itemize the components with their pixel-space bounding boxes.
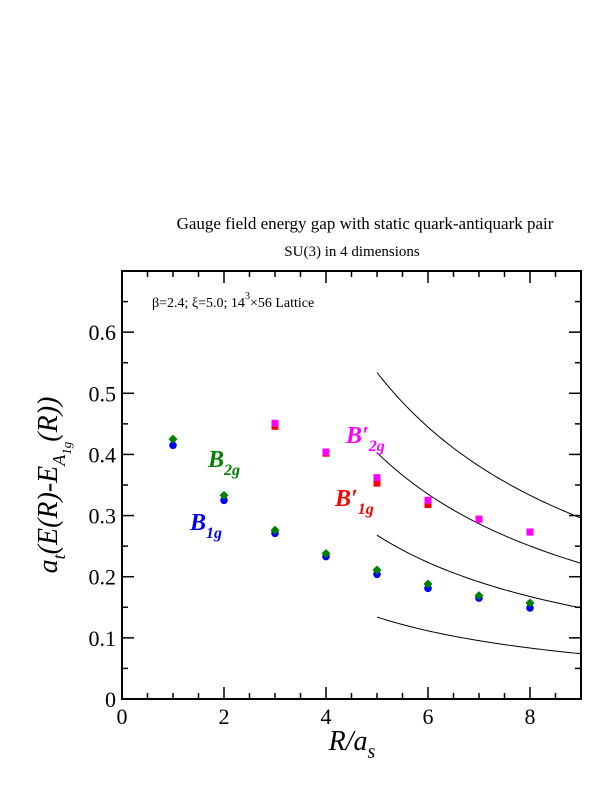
y-axis-ticks: 0 0.1 0.2 0.3 0.4 0.5 0.6	[89, 270, 581, 712]
chart-title: Gauge field energy gap with static quark…	[177, 214, 554, 233]
point-b2g-core	[271, 527, 279, 534]
annotation-post: ×56 Lattice	[250, 296, 314, 311]
point-b1g-prime	[424, 501, 432, 509]
y-tick-label: 0.6	[89, 320, 117, 345]
x-axis-ticks: 0 2 4 6 8	[117, 271, 582, 729]
x-tick-label: 0	[117, 704, 128, 729]
point-b2g-core	[322, 550, 330, 557]
series-label-b2g: B2g	[207, 447, 240, 479]
y-tick-label: 0.2	[89, 565, 117, 590]
continuum-curves	[376, 372, 582, 655]
lattice-annotation: β=2.4; ξ=5.0; 143×56 Lattice	[152, 291, 314, 311]
point-b2g-prime	[373, 474, 381, 482]
point-b1g	[220, 496, 228, 505]
continuum-curve-1	[376, 372, 582, 519]
point-b2g-prime	[526, 528, 534, 536]
y-tick-label: 0.5	[89, 381, 117, 406]
continuum-curve-3	[376, 534, 582, 609]
y-tick-label: 0.3	[89, 504, 117, 529]
data-points	[168, 419, 535, 612]
point-b1g-prime	[373, 479, 381, 487]
y-tick-label: 0	[105, 687, 116, 712]
point-b2g-prime	[424, 496, 432, 504]
plot-frame	[121, 270, 582, 700]
point-b2g-core	[475, 592, 483, 599]
point-b2g-core	[220, 492, 228, 499]
point-b2g-core	[526, 599, 534, 607]
point-b2g-core	[424, 580, 432, 588]
series-label-b2g-prime: B′2g	[345, 423, 385, 455]
point-b1g	[169, 441, 177, 450]
point-b2g-core	[373, 566, 381, 574]
continuum-curve-4	[376, 616, 582, 655]
chart-subtitle: SU(3) in 4 dimensions	[284, 244, 420, 260]
y-tick-label: 0.4	[89, 442, 117, 467]
x-tick-label: 4	[321, 704, 332, 729]
y-axis-label: at(E(R)-EA1g(R))	[33, 397, 74, 574]
point-b2g-prime	[475, 515, 483, 523]
x-axis-label: R/as	[328, 726, 376, 763]
series-label-b1g-prime: B′1g	[334, 486, 374, 518]
y-tick-label: 0.1	[89, 626, 117, 651]
point-b2g-prime	[271, 419, 279, 427]
x-tick-label: 8	[525, 704, 536, 729]
series-label-b1g: B1g	[189, 510, 222, 542]
point-b2g-core	[169, 435, 177, 443]
x-tick-label: 6	[423, 704, 434, 729]
annotation-sup: 3	[245, 291, 250, 302]
point-b1g	[526, 604, 534, 612]
x-tick-label: 2	[219, 704, 230, 729]
point-b2g-prime	[322, 448, 330, 456]
annotation-pre: β=2.4; ξ=5.0; 14	[152, 296, 245, 311]
continuum-curve-2	[376, 452, 582, 564]
